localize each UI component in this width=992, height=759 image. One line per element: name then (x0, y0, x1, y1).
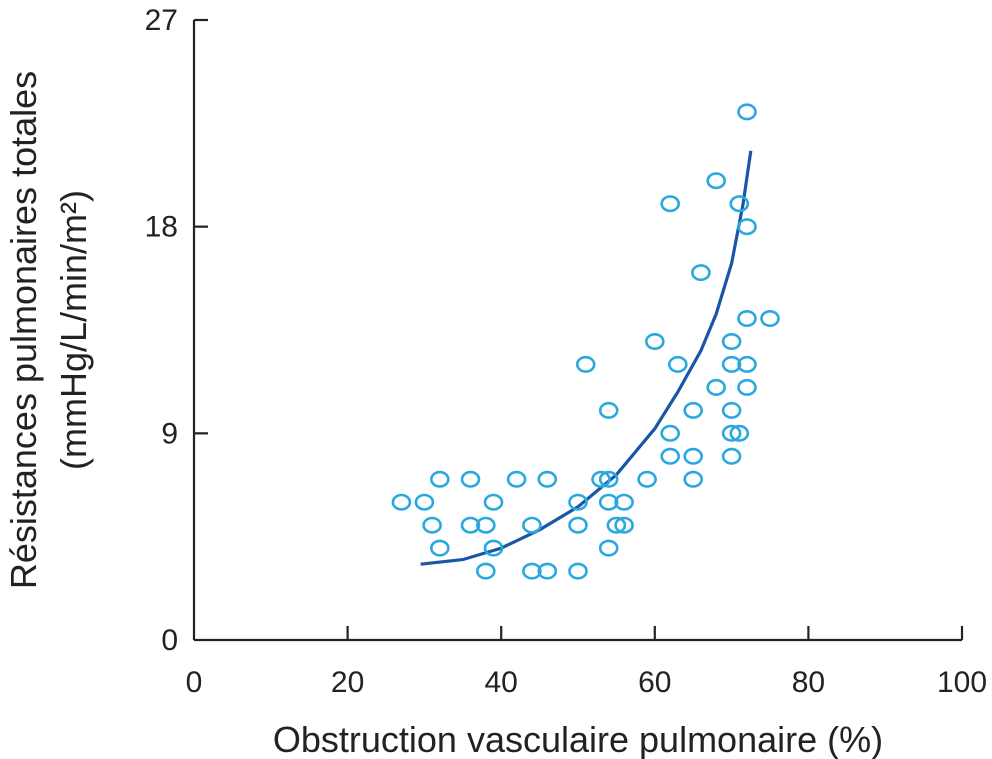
x-tick-label: 80 (792, 666, 825, 699)
data-point (506, 470, 527, 488)
x-tick-label: 100 (937, 666, 987, 699)
data-point (737, 103, 757, 121)
data-point (637, 470, 657, 488)
data-point (475, 562, 496, 580)
data-point (737, 218, 757, 236)
data-points (391, 103, 780, 580)
data-point (660, 447, 681, 465)
data-point (721, 355, 742, 373)
data-point (683, 447, 704, 465)
data-point (737, 378, 757, 396)
data-point (568, 493, 588, 511)
data-point (644, 332, 665, 350)
data-point (729, 195, 750, 213)
data-point (737, 309, 757, 327)
data-point (568, 516, 588, 534)
data-point (614, 493, 634, 511)
data-point (460, 470, 481, 488)
data-point (537, 562, 558, 580)
data-point (522, 562, 542, 580)
data-point (667, 355, 688, 373)
data-point (483, 493, 504, 511)
x-tick-label: 40 (485, 666, 518, 699)
data-point (706, 378, 727, 396)
data-point (575, 355, 596, 373)
data-point (721, 424, 742, 442)
y-axis-ticks: 0 9 18 27 (145, 4, 208, 657)
data-point (614, 516, 634, 534)
data-point (598, 493, 619, 511)
data-point (475, 516, 496, 534)
data-point (429, 470, 450, 488)
data-point (598, 401, 619, 419)
data-point (522, 516, 542, 534)
y-tick-label: 0 (161, 624, 178, 657)
x-axis-title: Obstruction vasculaire pulmonaire (%) (273, 719, 883, 759)
data-point (760, 309, 780, 327)
data-point (568, 562, 588, 580)
x-tick-label: 60 (638, 666, 671, 699)
data-point (721, 332, 742, 350)
data-point (683, 401, 704, 419)
data-point (429, 539, 450, 557)
y-tick-label: 18 (145, 211, 178, 244)
data-point (660, 195, 681, 213)
data-point (414, 493, 435, 511)
data-point (683, 470, 704, 488)
data-point (391, 493, 412, 511)
data-point (729, 424, 750, 442)
y-tick-label: 27 (145, 4, 178, 37)
x-tick-label: 0 (186, 666, 203, 699)
data-point (737, 355, 757, 373)
data-point (721, 401, 742, 419)
x-tick-label: 20 (331, 666, 364, 699)
data-point (706, 172, 727, 190)
data-point (591, 470, 611, 488)
y-axis-title-line1: Résistances pulmonaires totales (3, 71, 44, 589)
y-axis-title-line2: (mmHg/L/min/m²) (53, 190, 94, 470)
data-point (460, 516, 481, 534)
data-point (691, 264, 711, 282)
data-point (422, 516, 442, 534)
data-point (660, 424, 681, 442)
y-tick-label: 9 (161, 417, 178, 450)
data-point (483, 539, 504, 557)
data-point (721, 447, 742, 465)
data-point (606, 516, 627, 534)
data-point (598, 539, 619, 557)
data-point (598, 470, 619, 488)
data-point (537, 470, 558, 488)
axes (192, 20, 962, 642)
x-axis-ticks: 0 20 40 60 80 100 (186, 626, 987, 699)
